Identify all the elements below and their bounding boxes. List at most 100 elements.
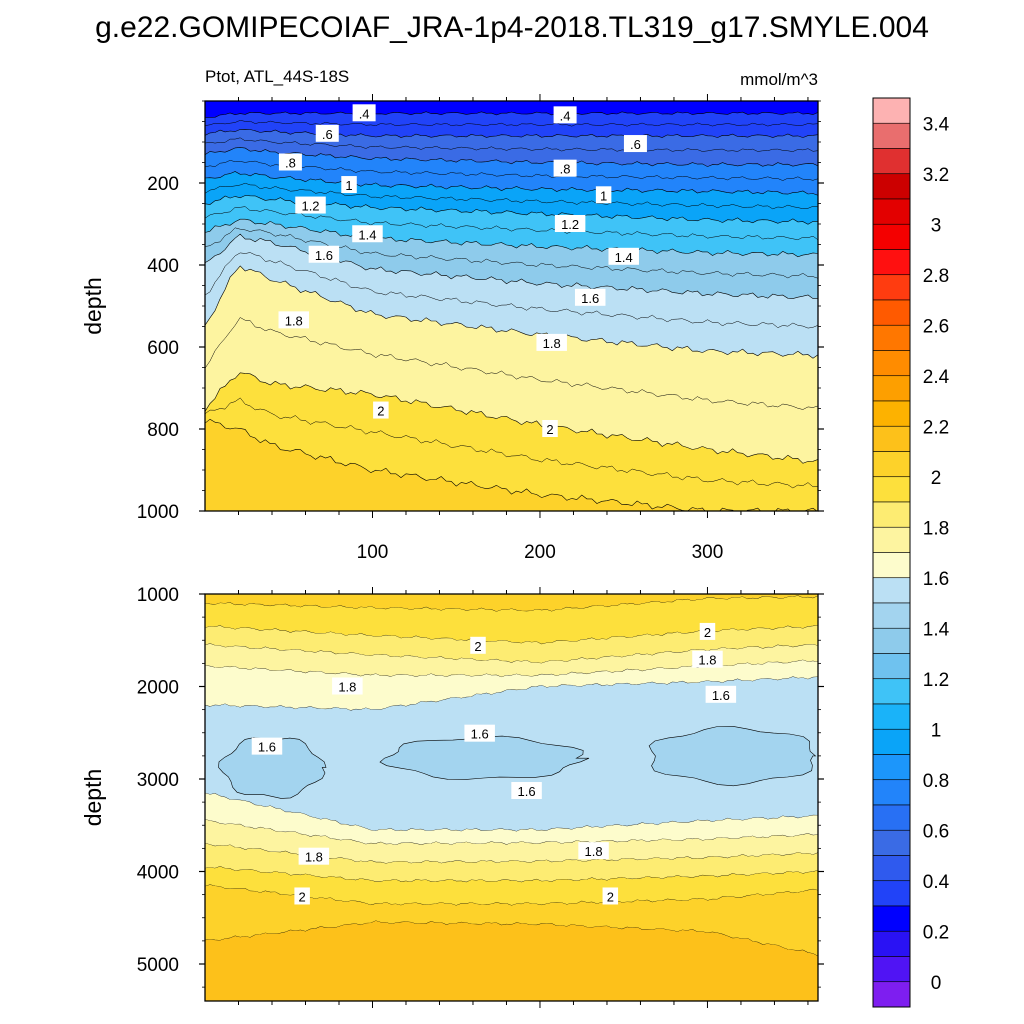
contour-label: 1.8 (585, 844, 603, 859)
contour-line (205, 206, 818, 241)
contour-label: .8 (285, 156, 296, 171)
y-tick-label: 4000 (137, 863, 179, 884)
colorbar-swatch (872, 476, 911, 503)
contour-label: .4 (560, 108, 571, 123)
colorbar-label: 2.8 (923, 266, 949, 287)
contour-line (205, 128, 818, 138)
contour-label-box (278, 311, 310, 329)
colorbar-label: 1.8 (923, 518, 949, 539)
colorbar-label: 0.8 (923, 771, 949, 792)
colorbar-swatch (872, 425, 911, 452)
panel-left-string: Ptot, ATL_44S-18S (205, 67, 349, 86)
colorbar-label: 2 (931, 468, 942, 489)
contour-line (205, 227, 818, 279)
colorbar-swatch (872, 451, 911, 478)
y-axis-label: depth (80, 277, 106, 335)
contour-label-box (536, 333, 567, 351)
contour-band (205, 643, 818, 678)
contour-label-box (352, 104, 376, 122)
contour-line (205, 397, 818, 489)
colorbar-swatch (872, 552, 911, 579)
contour-label-box (308, 245, 340, 263)
contour-line (205, 372, 818, 464)
x-tick-label: 200 (524, 542, 556, 563)
colorbar-label: 0.4 (923, 872, 950, 893)
contour-label: 1.8 (285, 313, 303, 328)
contour-line (205, 137, 818, 152)
contour-label-box (332, 677, 363, 695)
contour-label: 2 (299, 889, 306, 904)
colorbar-swatch (872, 148, 911, 175)
contour-label-box (554, 215, 586, 232)
colorbar-swatch (872, 249, 911, 276)
contour-band (205, 884, 818, 957)
contour-island (648, 726, 817, 787)
y-tick-label: 1000 (137, 585, 179, 606)
contour-label: .6 (322, 127, 333, 142)
contour-label: .6 (630, 137, 641, 152)
colorbar-label: 2.2 (923, 417, 949, 438)
colorbar-label: 2.4 (923, 367, 950, 388)
colorbar-swatch (872, 956, 911, 983)
colorbar-swatch (872, 324, 911, 351)
contour-island (218, 737, 327, 799)
figure-title: g.e22.GOMIPECOIAF_JRA-1p4-2018.TL319_g17… (95, 11, 929, 44)
colorbar-label: 1.2 (923, 670, 949, 691)
colorbar-swatch (872, 223, 911, 250)
contour-label: 1.2 (301, 199, 319, 214)
contour-band (205, 595, 818, 645)
contour-line (205, 218, 818, 258)
contour-line (205, 252, 818, 329)
colorbar-swatch (872, 602, 911, 629)
plot-frame (204, 593, 819, 1002)
colorbar-label: 3 (931, 215, 942, 236)
colorbar-swatch (872, 501, 911, 528)
contour-label-box (553, 159, 577, 177)
colorbar-swatch (872, 274, 911, 301)
contour-line (205, 171, 818, 196)
colorbar-swatch (872, 754, 911, 781)
contour-label: 1.4 (615, 250, 633, 265)
contour-label-box (295, 196, 326, 214)
colorbar-swatch (872, 122, 911, 149)
contour-band (205, 793, 818, 845)
contour-island (379, 735, 590, 780)
colorbar-swatch (872, 375, 911, 402)
contour-label-box (699, 622, 716, 640)
contour-label: 1.6 (518, 784, 536, 799)
colorbar-swatch (872, 97, 911, 124)
y-tick-label: 1000 (137, 502, 179, 523)
contour-label-box (373, 401, 389, 419)
colorbar-label: 0 (931, 973, 942, 994)
colorbar-swatch (872, 526, 911, 553)
colorbar-swatch (872, 804, 911, 831)
contour-label-box (278, 153, 302, 171)
contour-line (205, 160, 818, 181)
contour-line (205, 317, 818, 410)
contour-label-box (511, 782, 542, 800)
contour-label: 1.6 (471, 727, 489, 742)
contour-label-box (578, 842, 609, 860)
colorbar-label: 3.2 (923, 165, 949, 186)
colorbar-label: 0.2 (923, 922, 949, 943)
colorbar-swatch (872, 728, 911, 755)
colorbar-swatch (872, 905, 911, 932)
contour-label-box (574, 288, 606, 306)
contour-label-box (623, 135, 647, 153)
colorbar-swatch (872, 779, 911, 806)
contour-band (205, 920, 818, 1001)
contour-label-box (705, 685, 737, 703)
contour-label-box (464, 724, 495, 742)
colorbar-label: 0.6 (923, 821, 949, 842)
contour-band (205, 419, 817, 511)
y-tick-label: 800 (147, 420, 179, 441)
y-tick-label: 400 (147, 256, 179, 277)
x-tick-label: 300 (692, 542, 724, 563)
colorbar-swatch (872, 627, 911, 654)
colorbar-swatch (872, 829, 911, 856)
contour-line (205, 120, 818, 127)
colorbar-swatch (872, 678, 911, 705)
contour-label: 1.8 (305, 850, 323, 865)
contour-line (205, 111, 818, 118)
contour-label-box (251, 737, 283, 755)
